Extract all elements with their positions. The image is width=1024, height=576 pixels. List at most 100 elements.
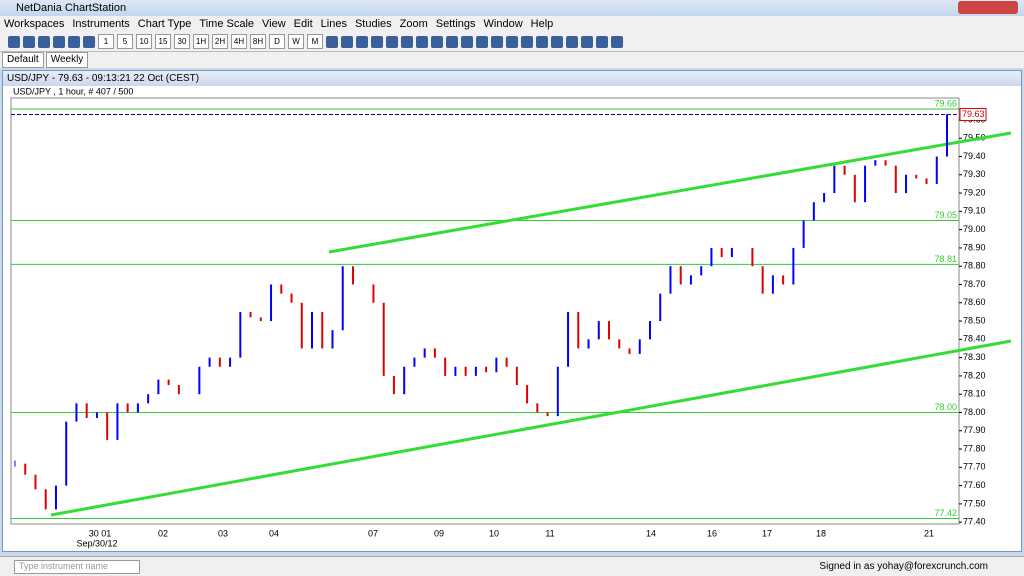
level-label: 78.81 <box>934 254 957 264</box>
timeframe-button[interactable]: 1 <box>98 34 114 49</box>
plot-frame <box>10 97 960 525</box>
current-price-box <box>959 107 987 121</box>
tool-icon[interactable] <box>446 35 458 48</box>
chart-window: USD/JPY - 79.63 - 09:13:21 22 Oct (CEST)… <box>2 70 1022 552</box>
menu-item[interactable]: View <box>262 18 286 30</box>
timeframe-button[interactable]: 30 <box>174 34 190 49</box>
status-bar: Type instrument name Signed in as yohay@… <box>0 556 1024 576</box>
timeframe-button[interactable]: 8H <box>250 34 266 49</box>
menu-item[interactable]: Time Scale <box>199 18 255 30</box>
y-tick-label: 77.40 <box>963 517 986 527</box>
tool-icon[interactable] <box>23 35 35 48</box>
tool-icon[interactable] <box>461 35 473 48</box>
chart-window-title: USD/JPY - 79.63 - 09:13:21 22 Oct (CEST) <box>3 71 1021 86</box>
menu-item[interactable]: Settings <box>435 18 476 30</box>
title-bar: NetDania ChartStation <box>0 0 1024 16</box>
menu-item[interactable]: Studies <box>354 18 392 30</box>
tool-icon[interactable] <box>551 35 563 48</box>
tab[interactable]: Default <box>2 52 44 68</box>
tab[interactable]: Weekly <box>45 52 89 68</box>
tool-icon[interactable] <box>326 35 338 48</box>
y-tick-label: 78.80 <box>963 261 986 271</box>
tool-icon[interactable] <box>83 35 95 48</box>
y-tick-label: 79.20 <box>963 187 986 197</box>
tool-icon[interactable] <box>38 35 50 48</box>
window-controls[interactable] <box>958 1 1018 14</box>
x-tick-label: 18 <box>816 528 826 538</box>
tool-icon[interactable] <box>416 35 428 48</box>
y-tick-label: 78.60 <box>963 297 986 307</box>
timeframe-button[interactable]: 2H <box>212 34 228 49</box>
x-sublabel: Sep/30/12 <box>76 538 117 548</box>
tool-icon[interactable] <box>581 35 593 48</box>
y-tick-label: 79.10 <box>963 206 986 216</box>
timeframe-button[interactable]: 4H <box>231 34 247 49</box>
menu-item[interactable]: Chart Type <box>137 18 192 30</box>
x-tick-label: 21 <box>924 528 934 538</box>
x-tick-label: 30 01 <box>89 528 112 538</box>
timeframe-button[interactable]: D <box>269 34 285 49</box>
trend-line <box>50 339 1012 517</box>
x-tick-label: 16 <box>707 528 717 538</box>
tool-icon[interactable] <box>341 35 353 48</box>
menu-item[interactable]: Workspaces <box>4 18 65 30</box>
tool-icon[interactable] <box>68 35 80 48</box>
toolbar: 1 5 10 15 30 1H 2H 4H 8H D W M <box>0 32 1024 52</box>
window-title: NetDania ChartStation <box>16 2 127 14</box>
chart: USD/JPY , 1 hour, # 407 / 500 77.40 77.50 7… <box>10 87 1012 548</box>
x-tick-label: 02 <box>158 528 168 538</box>
x-tick-label: 07 <box>368 528 378 538</box>
menu-item[interactable]: Help <box>530 18 554 30</box>
level-label: 79.05 <box>934 210 957 220</box>
y-tick-label: 78.90 <box>963 242 986 252</box>
timeframe-button[interactable]: M <box>307 34 323 49</box>
tool-icon[interactable] <box>536 35 548 48</box>
x-tick-label: 11 <box>545 528 554 538</box>
y-tick-label: 79.50 <box>963 133 986 143</box>
tool-icon[interactable] <box>8 35 20 48</box>
tool-icon[interactable] <box>611 35 623 48</box>
y-tick-label: 78.40 <box>963 334 986 344</box>
tool-icon[interactable] <box>356 35 368 48</box>
menu-item[interactable]: Lines <box>320 18 347 30</box>
y-tick-label: 77.60 <box>963 480 986 490</box>
timeframe-button[interactable]: 1H <box>193 34 209 49</box>
tool-icon[interactable] <box>491 35 503 48</box>
timeframe-button[interactable]: W <box>288 34 304 49</box>
timeframe-button[interactable]: 10 <box>136 34 152 49</box>
y-tick-label: 77.80 <box>963 443 986 453</box>
tool-icon[interactable] <box>53 35 65 48</box>
tabs: Default Weekly <box>0 52 1024 68</box>
tool-icon[interactable] <box>596 35 608 48</box>
tool-icon[interactable] <box>401 35 413 48</box>
y-tick-label: 77.50 <box>963 498 986 508</box>
y-tick-label: 77.90 <box>963 425 986 435</box>
x-tick-label: 10 <box>489 528 499 538</box>
tool-icon[interactable] <box>566 35 578 48</box>
tool-icon[interactable] <box>371 35 383 48</box>
menu-item[interactable]: Edit <box>293 18 313 30</box>
tool-icon[interactable] <box>476 35 488 48</box>
y-tick-label: 77.70 <box>963 462 986 472</box>
x-tick-label: 03 <box>218 528 228 538</box>
tool-icon[interactable] <box>386 35 398 48</box>
tool-icon[interactable] <box>506 35 518 48</box>
menu-item[interactable]: Zoom <box>399 18 428 30</box>
x-tick-label: 14 <box>646 528 656 538</box>
menu-item[interactable]: Instruments <box>72 18 130 30</box>
level-label: 77.42 <box>934 508 957 518</box>
y-tick-label: 78.70 <box>963 279 986 289</box>
menu-item[interactable]: Window <box>483 18 523 30</box>
x-tick-label: 09 <box>434 528 444 538</box>
timeframe-button[interactable]: 5 <box>117 34 133 49</box>
x-tick-label: 04 <box>269 528 279 538</box>
signed-in: Signed in as yohay@forexcrunch.com <box>819 561 988 572</box>
tool-icon[interactable] <box>521 35 533 48</box>
level-label: 78.00 <box>934 402 957 412</box>
y-tick-label: 78.50 <box>963 315 986 325</box>
trend-line <box>328 131 1012 254</box>
timeframe-button[interactable]: 15 <box>155 34 171 49</box>
instrument-search[interactable]: Type instrument name <box>14 560 140 574</box>
tool-icon[interactable] <box>431 35 443 48</box>
